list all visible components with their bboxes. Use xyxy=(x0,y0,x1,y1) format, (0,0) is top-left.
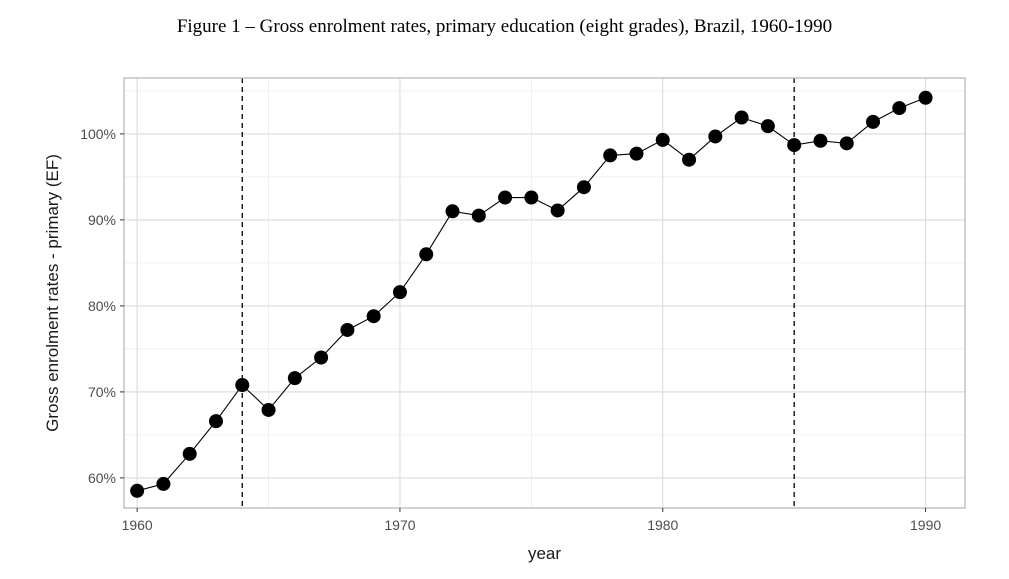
data-point-1973 xyxy=(471,208,486,223)
data-point-1978 xyxy=(603,148,618,163)
data-point-1969 xyxy=(366,309,381,324)
data-point-1968 xyxy=(340,322,355,337)
data-point-1977 xyxy=(576,180,591,195)
x-tick-label: 1960 xyxy=(122,517,153,533)
x-axis-title: year xyxy=(528,544,561,563)
reference-lines xyxy=(241,78,795,508)
data-point-1967 xyxy=(314,350,329,365)
data-point-1989 xyxy=(892,101,907,116)
x-axis-ticks: 1960 1970 1980 1990 xyxy=(122,508,941,533)
data-point-1976 xyxy=(550,203,565,218)
data-point-1966 xyxy=(287,371,302,386)
x-tick-label: 1970 xyxy=(384,517,415,533)
data-point-1987 xyxy=(839,136,854,151)
data-point-1972 xyxy=(445,204,460,219)
data-point-1971 xyxy=(419,247,434,262)
y-tick-label: 70% xyxy=(88,384,116,400)
data-point-1982 xyxy=(708,129,723,144)
data-point-1965 xyxy=(261,402,276,417)
data-point-1979 xyxy=(629,146,644,161)
figure-title: Figure 1 – Gross enrolment rates, primar… xyxy=(176,16,833,37)
data-point-1975 xyxy=(524,190,539,205)
panel-border xyxy=(123,77,966,509)
data-point-1960 xyxy=(130,483,145,498)
y-tick-label: 80% xyxy=(88,298,116,314)
x-tick-label: 1990 xyxy=(910,517,941,533)
y-tick-label: 90% xyxy=(88,212,116,228)
data-point-1974 xyxy=(498,190,513,205)
data-point-1981 xyxy=(682,152,697,167)
data-point-1984 xyxy=(760,119,775,134)
y-axis-ticks: 60% 70% 80% 90% 100% xyxy=(80,126,124,486)
data-point-1961 xyxy=(156,476,171,491)
y-tick-label: 100% xyxy=(80,126,116,142)
data-point-1980 xyxy=(655,132,670,147)
y-axis-title: Gross enrolment rates - primary (EF) xyxy=(43,154,62,432)
minor-gridlines xyxy=(124,78,965,508)
data-point-1990 xyxy=(918,90,933,105)
data-point-1970 xyxy=(392,285,407,300)
data-point-1983 xyxy=(734,110,749,125)
data-point-1962 xyxy=(182,446,197,461)
data-point-1985 xyxy=(787,138,802,153)
data-point-1986 xyxy=(813,133,828,148)
y-tick-label: 60% xyxy=(88,470,116,486)
data-point-1963 xyxy=(208,414,223,429)
data-point-1988 xyxy=(866,114,881,129)
x-tick-label: 1980 xyxy=(647,517,678,533)
data-points xyxy=(130,90,933,498)
data-point-1964 xyxy=(235,378,250,393)
